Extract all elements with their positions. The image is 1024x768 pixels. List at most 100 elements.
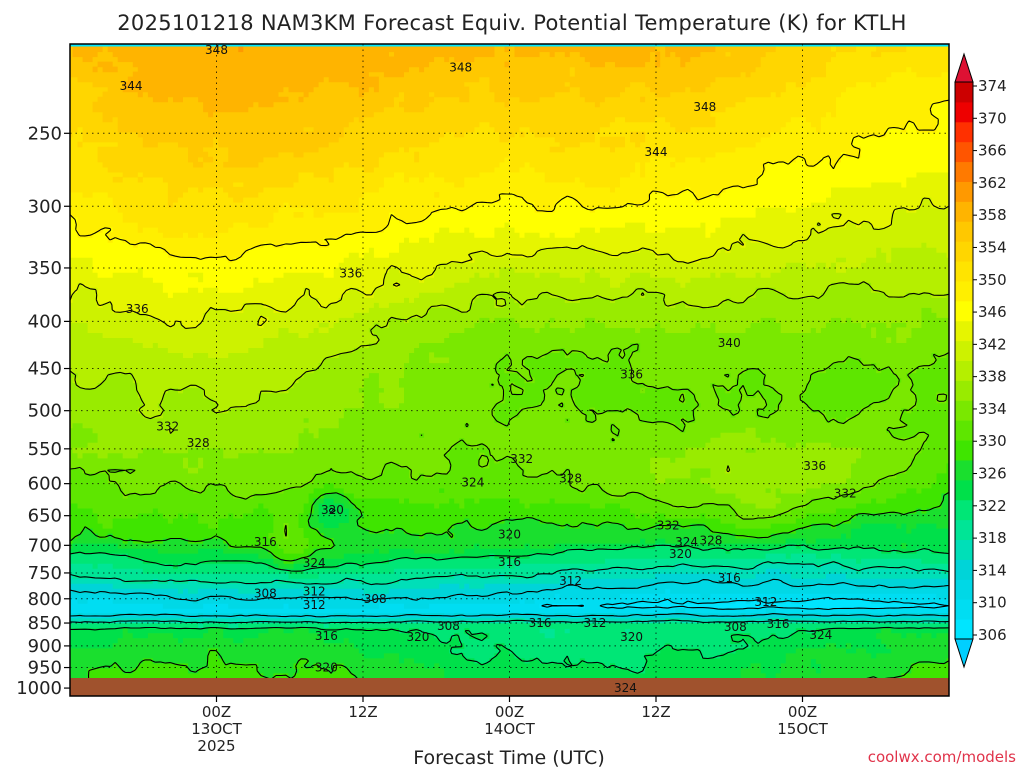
colorbar-tick-label: 350	[978, 271, 1007, 289]
y-tick-label: 850	[28, 613, 62, 634]
colorbar-swatch	[955, 539, 973, 560]
contour-label: 308	[364, 592, 387, 606]
contour-label: 316	[767, 617, 790, 631]
colorbar-tick-label: 322	[978, 497, 1007, 515]
colorbar-swatch	[955, 340, 973, 361]
colorbar-swatch	[955, 241, 973, 262]
y-tick-label: 800	[28, 589, 62, 610]
colorbar-tick-label: 346	[978, 303, 1007, 321]
colorbar-high-arrow	[954, 52, 974, 83]
contour-label: 320	[321, 503, 344, 517]
chart-title: 2025101218 NAM3KM Forecast Equiv. Potent…	[117, 11, 906, 35]
colorbar-tick-label: 362	[978, 174, 1007, 192]
y-tick-label: 250	[28, 123, 62, 144]
colorbar-frame	[954, 81, 974, 640]
y-tick-label: 600	[28, 474, 62, 495]
contour-label: 336	[339, 267, 362, 281]
contour-value-labels: 3483483483443443363363403363323283323283…	[120, 44, 857, 695]
y-tick-label: 400	[28, 311, 62, 332]
colorbar-swatch	[955, 519, 973, 541]
y-tick-label: 500	[28, 401, 62, 422]
colorbar-swatch	[955, 579, 973, 600]
colorbar-swatch	[955, 400, 973, 421]
terrain-ground-strip	[70, 678, 949, 696]
colorbar-tick-label: 374	[978, 77, 1007, 95]
contour-label: 332	[657, 518, 680, 532]
theta-e-contour-lines	[70, 99, 949, 696]
y-tick-label: 1000	[16, 678, 62, 699]
colorbar: 306 310 314 318 322 326 330 334 338 342 346 350 354 3…	[954, 52, 1007, 669]
pressure-axis: 2503003504004505005506006507007508008509…	[16, 123, 70, 699]
colorbar-swatch	[955, 499, 973, 521]
contour-label: 320	[620, 630, 643, 644]
colorbar-tick-label: 330	[978, 432, 1007, 450]
contour-label: 328	[559, 471, 582, 485]
colorbar-swatch	[955, 459, 973, 481]
colorbar-swatch	[955, 280, 973, 302]
colorbar-tick-label: 310	[978, 594, 1007, 612]
x-tick-label: 12Z	[348, 703, 377, 721]
x-tick-label: 14OCT	[484, 720, 535, 738]
contour-label: 312	[303, 585, 326, 599]
contour-label: 332	[510, 452, 533, 466]
contour-label: 316	[529, 616, 552, 630]
colorbar-tick-label: 366	[978, 142, 1007, 160]
contour-label: 336	[620, 368, 643, 382]
contour-label: 324	[303, 556, 326, 570]
contour-label: 320	[406, 630, 429, 644]
colorbar-tick-label: 314	[978, 561, 1007, 579]
contour-label: 344	[120, 79, 143, 93]
colorbar-tick-label: 338	[978, 368, 1007, 386]
colorbar-swatch	[955, 261, 973, 282]
credit-text: coolwx.com/models	[868, 748, 1016, 766]
contour-label: 308	[724, 620, 747, 634]
x-tick-label: 2025	[197, 737, 235, 755]
colorbar-tick-label: 334	[978, 400, 1007, 418]
contour-label: 308	[437, 619, 460, 633]
contour-label: 308	[254, 587, 277, 601]
y-tick-label: 700	[28, 535, 62, 556]
x-tick-label: 00Z	[495, 703, 524, 721]
contour-label: 324	[461, 475, 484, 489]
contour-label: 336	[803, 459, 826, 473]
contour-label: 324	[809, 628, 832, 642]
colorbar-low-arrow	[954, 638, 974, 669]
colorbar-swatch	[955, 300, 973, 322]
contour-label: 324	[614, 681, 637, 695]
contour-label: 320	[315, 661, 338, 675]
colorbar-swatch	[955, 320, 973, 342]
colorbar-swatch	[955, 161, 973, 182]
contour-label: 320	[498, 527, 521, 541]
y-tick-label: 350	[28, 258, 62, 279]
colorbar-swatch	[955, 141, 973, 163]
contour-label: 332	[834, 487, 857, 501]
colorbar-tick-label: 318	[978, 529, 1007, 547]
contour-label: 312	[559, 574, 582, 588]
contour-label: 320	[669, 547, 692, 561]
colorbar-tick-label: 354	[978, 238, 1007, 256]
contour-label: 328	[187, 436, 210, 450]
contour-label: 316	[315, 629, 338, 643]
contour-label: 332	[156, 419, 179, 433]
colorbar-tick-label: 358	[978, 206, 1007, 224]
contour-label: 312	[303, 598, 326, 612]
contour-label: 348	[449, 60, 472, 74]
colorbar-swatch	[955, 360, 973, 381]
colorbar-tick-label: 326	[978, 465, 1007, 483]
colorbar-swatch	[955, 221, 973, 242]
x-tick-label: 15OCT	[777, 720, 828, 738]
colorbar-swatch	[955, 440, 973, 461]
contour-label: 344	[645, 145, 668, 159]
contour-label: 336	[126, 302, 149, 316]
colorbar-swatch	[955, 479, 973, 501]
contour-label: 312	[584, 616, 607, 630]
y-tick-label: 950	[28, 658, 62, 679]
x-axis-label: Forecast Time (UTC)	[413, 747, 604, 768]
contour-label: 328	[699, 534, 722, 548]
contour-label: 316	[498, 555, 521, 569]
colorbar-swatch	[955, 82, 973, 103]
y-tick-label: 750	[28, 563, 62, 584]
colorbar-swatch	[955, 619, 973, 640]
